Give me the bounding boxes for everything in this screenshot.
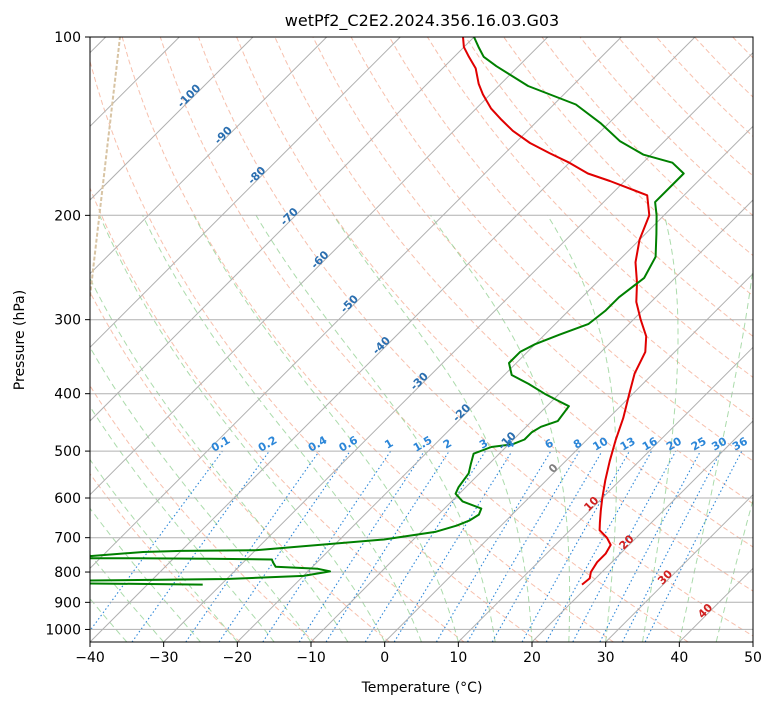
x-tick-label: −20 xyxy=(223,650,253,666)
dry-adiabat-line xyxy=(771,37,775,642)
y-tick-label: 700 xyxy=(54,531,81,547)
isotherm-line xyxy=(458,37,775,642)
mixing-ratio-line xyxy=(522,451,629,642)
positive-isotherm-label: 10 xyxy=(581,494,601,514)
x-tick-label: −40 xyxy=(75,650,105,666)
x-tick-label: 40 xyxy=(670,650,688,666)
isotherm-line xyxy=(237,37,775,642)
isotherm-label: -10 xyxy=(496,429,519,452)
isotherm-label: -80 xyxy=(245,164,268,187)
isotherm-line xyxy=(679,37,775,642)
x-tick-label: 30 xyxy=(597,650,615,666)
dry-adiabat-line xyxy=(466,37,775,642)
reference-curve-line xyxy=(50,37,120,642)
mixing-ratio-line xyxy=(326,451,449,642)
y-tick-label: 600 xyxy=(54,491,81,507)
y-tick-label: 300 xyxy=(54,313,81,329)
moist-adiabat-line xyxy=(0,215,200,642)
isotherm-line xyxy=(16,37,621,642)
isotherm-label: -50 xyxy=(338,292,361,315)
x-tick-label: 50 xyxy=(744,650,762,666)
x-axis-label: Temperature (°C) xyxy=(361,680,483,696)
mixing-ratio-line xyxy=(219,451,350,642)
isotherm-label: -90 xyxy=(212,124,235,147)
x-tick-label: −30 xyxy=(149,650,179,666)
dry-adiabat-line xyxy=(389,37,775,642)
moist-adiabat-line xyxy=(679,215,758,642)
dry-adiabat-line xyxy=(542,37,775,642)
isotherm-label: -40 xyxy=(370,334,393,357)
isotherm-line xyxy=(753,37,775,642)
mixing-ratio-label: 2 xyxy=(441,437,454,452)
mixing-ratio-line xyxy=(365,451,485,642)
y-tick-label: 100 xyxy=(54,30,81,46)
mixing-ratio-line xyxy=(82,451,223,642)
isotherm-label: -70 xyxy=(278,205,301,228)
x-tick-label: −10 xyxy=(296,650,326,666)
mixing-ratio-label: 6 xyxy=(543,436,556,451)
isotherm-label: -100 xyxy=(175,81,204,110)
y-axis-label: Pressure (hPa) xyxy=(12,290,28,390)
mixing-ratio-label: 1 xyxy=(382,437,395,452)
dry-adiabat-line xyxy=(275,37,775,642)
y-tick-label: 900 xyxy=(54,595,81,611)
isotherm-label: -30 xyxy=(408,370,431,393)
isotherm-line xyxy=(385,37,775,642)
x-tick-label: 10 xyxy=(449,650,467,666)
chart-title: wetPf2_C2E2.2024.356.16.03.G03 xyxy=(285,11,559,31)
dry-adiabat-line xyxy=(351,37,775,642)
x-tick-label: 0 xyxy=(380,650,389,666)
y-tick-label: 1000 xyxy=(45,622,81,638)
mixing-ratio-line xyxy=(299,451,424,642)
y-tick-label: 200 xyxy=(54,208,81,224)
dry-adiabat-line xyxy=(237,37,775,642)
dry-adiabat-line xyxy=(656,37,775,642)
y-tick-label: 400 xyxy=(54,387,81,403)
positive-isotherm-label: 20 xyxy=(617,532,637,552)
isotherm-label: -20 xyxy=(450,401,473,424)
temperature-profile-line xyxy=(463,37,649,585)
positive-isotherm-label: 40 xyxy=(695,601,715,621)
dry-adiabat-line xyxy=(695,37,775,642)
y-tick-label: 800 xyxy=(54,565,81,581)
dry-adiabat-line xyxy=(427,37,775,642)
y-tick-label: 500 xyxy=(54,444,81,460)
mixing-ratio-line xyxy=(436,451,551,642)
moist-adiabat-line xyxy=(431,215,570,642)
moist-adiabat-line xyxy=(0,215,164,642)
x-tick-label: 20 xyxy=(523,650,541,666)
